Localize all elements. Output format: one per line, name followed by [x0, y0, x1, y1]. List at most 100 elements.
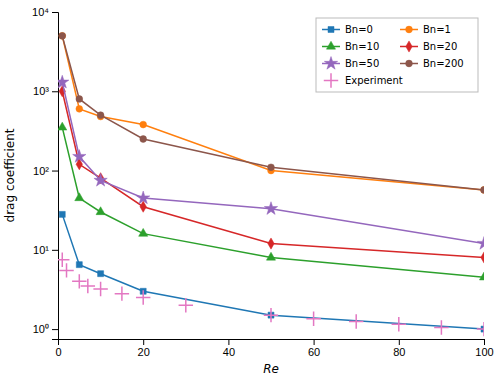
point	[179, 298, 193, 312]
legend-label: Bn=10	[345, 41, 379, 52]
tick-mark	[52, 91, 58, 92]
tick: 10²	[33, 165, 58, 177]
legend-entry: Bn=200	[400, 58, 464, 69]
legend-label: Experiment	[345, 75, 403, 86]
point	[140, 201, 146, 212]
point	[268, 238, 274, 249]
tick: 10³	[33, 85, 58, 97]
point	[349, 314, 363, 328]
tick-mark	[52, 329, 58, 330]
legend-box	[316, 18, 478, 92]
series	[58, 253, 484, 337]
legend-entry: Bn=20	[400, 41, 457, 52]
tick-mark	[52, 171, 58, 172]
tick-mark	[484, 339, 485, 345]
tick: 0	[55, 339, 61, 358]
tick: 40	[223, 339, 235, 358]
point	[98, 271, 104, 277]
tick: 20	[138, 339, 150, 358]
point	[481, 252, 484, 263]
legend-entry: Bn=10	[322, 41, 379, 52]
axis-line	[59, 340, 485, 346]
point	[434, 320, 448, 334]
legend-symbol	[406, 41, 412, 52]
legend-entry: Bn=50	[322, 57, 379, 70]
point	[115, 286, 129, 300]
tick-label: 60	[308, 346, 320, 358]
point	[268, 164, 275, 171]
tick-label: 10²	[33, 165, 49, 177]
point	[306, 312, 320, 326]
y-axis: 10⁰ 10¹ 10² 10³ 10⁴	[32, 6, 58, 339]
point	[59, 263, 73, 277]
tick-label: 10⁴	[32, 6, 49, 18]
tick-mark	[314, 339, 315, 345]
point	[76, 105, 83, 112]
tick-mark	[52, 12, 58, 13]
tick: 10⁴	[32, 6, 58, 18]
point	[140, 121, 147, 128]
point	[481, 187, 484, 194]
point	[96, 207, 105, 215]
tick-label: 10³	[33, 85, 49, 97]
legend-symbol	[326, 41, 335, 49]
tick-mark	[52, 250, 58, 251]
tick-label: 20	[138, 346, 150, 358]
legend-symbol	[324, 73, 338, 87]
tick-label: 0	[55, 346, 61, 358]
point	[266, 252, 275, 260]
axis-line	[52, 13, 59, 340]
legend-entry: Experiment	[324, 73, 403, 87]
tick-mark	[228, 339, 229, 345]
legend-label: Bn=1	[423, 24, 451, 35]
tick: 80	[393, 339, 405, 358]
point	[73, 150, 86, 163]
line	[62, 127, 484, 277]
legend-symbol	[406, 26, 413, 33]
point	[76, 262, 82, 268]
legend-label: Bn=200	[423, 58, 464, 69]
point	[479, 272, 484, 280]
point	[392, 317, 406, 331]
point	[94, 173, 107, 186]
x-axis-title: Re	[263, 362, 279, 376]
point	[264, 202, 277, 215]
point	[93, 282, 107, 296]
point	[59, 32, 66, 39]
tick: 10⁰	[33, 323, 58, 335]
point	[58, 253, 69, 267]
legend-label: Bn=50	[345, 58, 379, 69]
tick-label: 10⁰	[33, 323, 49, 335]
point	[76, 96, 83, 103]
legend-symbol	[328, 27, 334, 33]
point	[264, 308, 278, 322]
chart: 0 20 40 60 80 100 10⁰ 10¹ 10² 10³ 10⁴ Re drag coeffi…	[0, 0, 500, 381]
point	[97, 112, 104, 119]
point	[477, 237, 484, 250]
tick: 10¹	[33, 244, 58, 256]
tick-label: 40	[223, 346, 235, 358]
legend-entry: Bn=1	[400, 24, 451, 35]
point	[139, 228, 148, 236]
tick-mark	[143, 339, 144, 345]
point	[81, 279, 95, 293]
point	[140, 136, 147, 143]
legend-label: Bn=20	[423, 41, 457, 52]
legend: Bn=0 Bn=1 Bn=10 Bn=20 Bn=50 Bn=200 Experiment	[316, 18, 478, 92]
legend-entry: Bn=0	[322, 24, 373, 35]
point	[58, 75, 69, 88]
point	[477, 322, 484, 336]
tick-label: 10¹	[33, 244, 49, 256]
x-axis: 0 20 40 60 80 100	[55, 339, 493, 358]
point	[136, 290, 150, 304]
legend-symbol	[324, 57, 337, 70]
tick: 60	[308, 339, 320, 358]
series	[58, 122, 484, 280]
tick: 100	[475, 339, 493, 358]
point	[481, 187, 484, 194]
y-axis-title: drag coefficient	[3, 128, 17, 222]
plot: 0 20 40 60 80 100 10⁰ 10¹ 10² 10³ 10⁴ Re drag coeffi…	[3, 6, 494, 376]
point	[58, 122, 67, 130]
point	[59, 211, 65, 217]
line	[62, 82, 484, 243]
